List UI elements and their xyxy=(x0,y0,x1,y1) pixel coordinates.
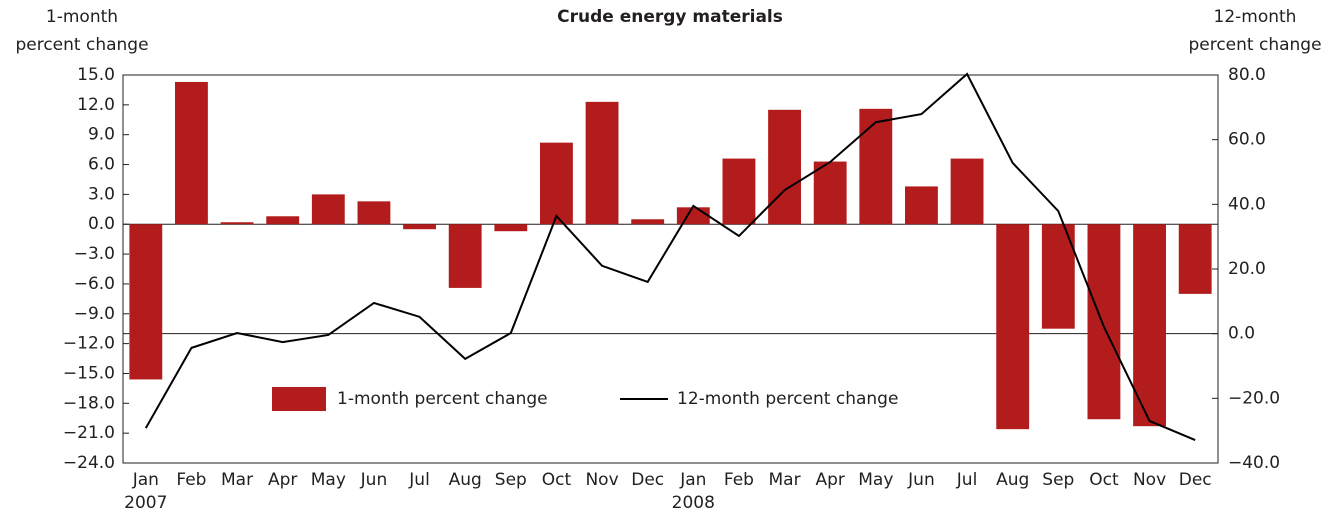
legend-label: 12-month percent change xyxy=(677,389,898,409)
legend-label: 1-month percent change xyxy=(337,389,548,409)
x-tick-label: Feb xyxy=(176,470,206,490)
bar xyxy=(722,158,756,225)
x-tick-label: Dec xyxy=(1179,470,1212,490)
y2-tick-label: −20.0 xyxy=(1228,388,1280,408)
x-tick-label: May xyxy=(311,470,346,490)
bar xyxy=(905,186,938,225)
y2-tick-label: 80.0 xyxy=(1228,65,1266,85)
y-tick-label: 12.0 xyxy=(77,95,115,115)
x-tick-label: Mar xyxy=(769,470,801,490)
x-tick-label: Jul xyxy=(408,470,430,490)
y2-axis-label: percent change xyxy=(1188,35,1321,55)
x-year-label: 2008 xyxy=(672,493,715,513)
bar xyxy=(859,108,893,225)
bar xyxy=(950,158,984,225)
y2-tick-label: −40.0 xyxy=(1228,453,1280,473)
bar xyxy=(129,224,163,380)
x-tick-label: Sep xyxy=(495,470,527,490)
x-tick-label: Aug xyxy=(996,470,1029,490)
bar xyxy=(585,101,619,225)
y2-tick-label: 20.0 xyxy=(1228,259,1266,279)
x-tick-label: Dec xyxy=(631,470,664,490)
y-axis-label: percent change xyxy=(15,35,148,55)
x-tick-label: Feb xyxy=(724,470,754,490)
bar xyxy=(403,224,436,230)
y-tick-label: 6.0 xyxy=(88,155,115,175)
y-tick-label: 9.0 xyxy=(88,125,115,145)
y2-tick-label: 60.0 xyxy=(1228,130,1266,150)
x-tick-label: Oct xyxy=(542,470,572,490)
bar xyxy=(175,81,208,225)
chart-title: Crude energy materials xyxy=(557,7,783,27)
x-tick-label: Jun xyxy=(907,470,935,490)
y-tick-label: −24.0 xyxy=(63,453,115,473)
bar xyxy=(1133,224,1166,427)
bar xyxy=(1087,224,1121,420)
bar xyxy=(1041,224,1075,329)
y-tick-label: −9.0 xyxy=(74,304,115,324)
y-tick-label: −3.0 xyxy=(74,244,115,264)
bar xyxy=(266,216,300,225)
y2-axis-label: 12-month xyxy=(1214,7,1297,27)
x-tick-label: Oct xyxy=(1089,470,1119,490)
y-axis-label: 1-month xyxy=(46,7,118,27)
bar xyxy=(357,201,391,225)
bar xyxy=(540,142,573,225)
x-tick-label: Sep xyxy=(1042,470,1074,490)
x-year-label: 2007 xyxy=(124,493,167,513)
x-tick-label: Apr xyxy=(268,470,297,490)
bar xyxy=(220,222,254,225)
bar xyxy=(631,219,665,225)
y-tick-label: −6.0 xyxy=(74,274,115,294)
bar xyxy=(996,224,1030,430)
x-tick-label: Jan xyxy=(132,470,159,490)
x-tick-label: Jun xyxy=(360,470,388,490)
bar xyxy=(813,161,847,225)
y-tick-label: 0.0 xyxy=(88,214,115,234)
x-tick-label: Nov xyxy=(1133,470,1166,490)
x-tick-label: Jan xyxy=(679,470,706,490)
bar xyxy=(448,224,482,288)
bar xyxy=(768,109,801,225)
x-tick-label: Mar xyxy=(221,470,253,490)
y-tick-label: 3.0 xyxy=(88,184,115,204)
x-tick-label: Jul xyxy=(956,470,978,490)
x-tick-label: May xyxy=(858,470,893,490)
x-tick-label: Apr xyxy=(815,470,844,490)
y2-tick-label: 40.0 xyxy=(1228,194,1266,214)
y-tick-label: −12.0 xyxy=(63,334,115,354)
x-tick-label: Nov xyxy=(585,470,618,490)
y-tick-label: −18.0 xyxy=(63,393,115,413)
bar xyxy=(494,224,528,232)
line xyxy=(144,72,1196,441)
y-tick-label: −21.0 xyxy=(63,423,115,443)
bar xyxy=(676,207,710,225)
legend-swatch xyxy=(272,387,326,411)
y-tick-label: 15.0 xyxy=(77,65,115,85)
bar xyxy=(1178,224,1212,294)
bar xyxy=(311,194,345,225)
x-tick-label: Aug xyxy=(449,470,482,490)
y-tick-label: −15.0 xyxy=(63,363,115,383)
y2-tick-label: 0.0 xyxy=(1228,324,1255,344)
